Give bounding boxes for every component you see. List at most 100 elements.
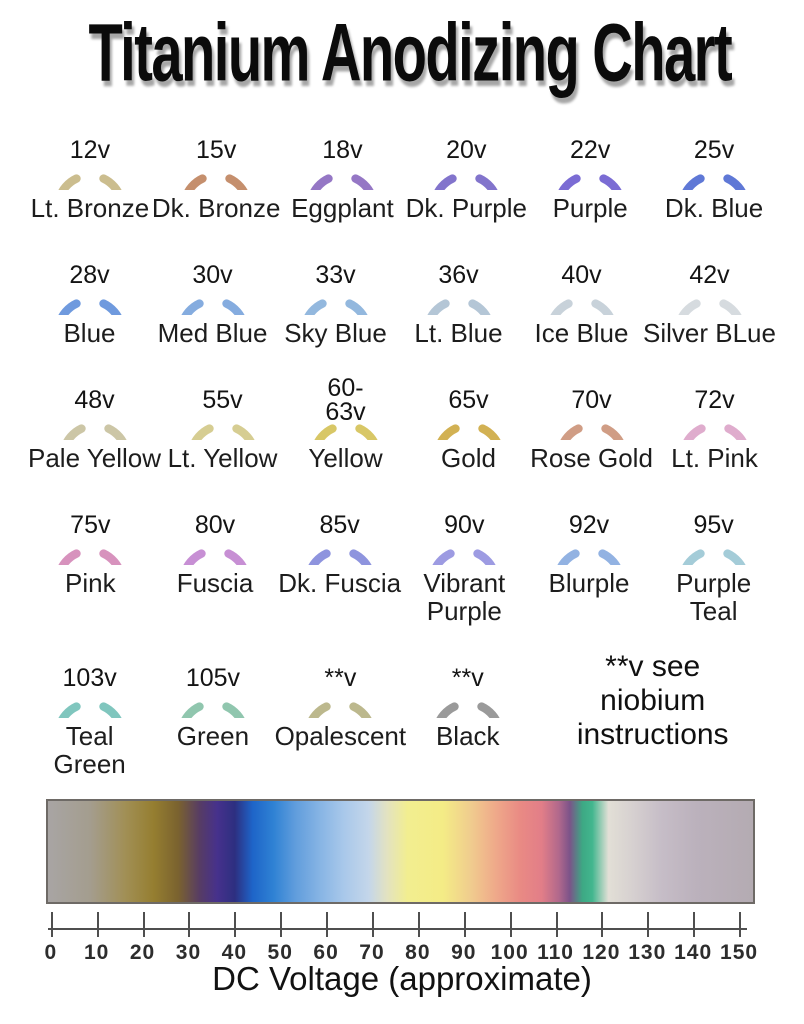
ring: 55v bbox=[181, 356, 265, 440]
ring-voltage-label: 15v bbox=[196, 136, 237, 164]
axis-tick-label: 60 bbox=[313, 941, 339, 964]
ring-cell: 92v Blurple bbox=[527, 481, 652, 625]
ring-color-name: Purple Teal bbox=[676, 568, 752, 626]
ring-row: 75v Pink 80v Fuscia 85v Dk. Fuscia 90v Vibrant … bbox=[28, 481, 776, 625]
ring-cell: 105v Green bbox=[151, 634, 274, 778]
ring-voltage-label: 22v bbox=[570, 136, 611, 164]
ring-voltage-label: 40v bbox=[561, 261, 602, 289]
ring-cell: 95v Purple Teal bbox=[651, 481, 776, 626]
axis-line bbox=[48, 928, 747, 930]
ring-voltage-label: 90v bbox=[444, 511, 485, 539]
ring-cell: 25v Dk. Blue bbox=[652, 106, 776, 223]
axis-tick bbox=[647, 912, 650, 937]
axis-tick-label: 120 bbox=[582, 941, 621, 964]
ring-voltage-label: 33v bbox=[315, 261, 356, 289]
ring-cell: 28v Blue bbox=[28, 231, 151, 347]
ring-cell: 103v Teal Green bbox=[28, 634, 151, 779]
ring-row: 28v Blue 30v Med Blue 33v Sky Blue 36v Lt. Blue… bbox=[28, 231, 776, 347]
axis-tick bbox=[739, 912, 742, 937]
ring-voltage-label: 30v bbox=[192, 261, 233, 289]
ring: 15v bbox=[174, 106, 258, 190]
ring: 70v bbox=[550, 356, 634, 440]
axis-tick bbox=[693, 912, 696, 937]
axis-tick-label: 80 bbox=[405, 941, 431, 964]
axis-tick bbox=[50, 912, 53, 937]
ring-voltage-label: 42v bbox=[689, 261, 730, 289]
ring: 92v bbox=[547, 481, 631, 565]
ring-color-name: Ice Blue bbox=[534, 318, 629, 348]
ring-voltage-label: 20v bbox=[446, 136, 487, 164]
ring-cell: 18v Eggplant bbox=[280, 106, 404, 223]
ring: 22v bbox=[548, 106, 632, 190]
axis-tick-label: 0 bbox=[44, 941, 58, 964]
ring-cell: 75v Pink bbox=[28, 481, 153, 625]
ring-color-name: Vibrant Purple bbox=[423, 568, 506, 626]
axis-tick bbox=[234, 912, 237, 937]
ring-cell: 72v Lt. Pink bbox=[653, 356, 776, 473]
ring-cell: 55v Lt. Yellow bbox=[161, 356, 284, 473]
ring-voltage-label: 48v bbox=[74, 386, 115, 414]
ring-voltage-label: 28v bbox=[69, 261, 110, 289]
ring-color-name: Green bbox=[176, 721, 250, 751]
ring-cell: 30v Med Blue bbox=[151, 231, 274, 348]
ring: 33v bbox=[294, 231, 378, 315]
ring-color-name: Sky Blue bbox=[284, 318, 387, 348]
ring-color-name: Eggplant bbox=[291, 193, 394, 223]
axis-tick bbox=[371, 912, 374, 937]
ring: 85v bbox=[298, 481, 382, 565]
ring-voltage-label: 103v bbox=[62, 664, 117, 692]
ring-voltage-label: 25v bbox=[693, 136, 735, 164]
axis-tick-label: 90 bbox=[451, 941, 477, 964]
ring: **v bbox=[426, 634, 510, 718]
ring-color-name: Lt. Pink bbox=[671, 443, 758, 473]
ring: 65v bbox=[427, 356, 511, 440]
ring-color-name: Opalescent bbox=[274, 721, 407, 751]
axis-tick bbox=[188, 912, 191, 937]
ring-color-name: Black bbox=[435, 721, 500, 751]
ring: 72v bbox=[673, 356, 757, 440]
ring-cell: 70v Rose Gold bbox=[530, 356, 653, 473]
axis-tick-label: 10 bbox=[84, 941, 110, 964]
ring-color-name: Yellow bbox=[308, 443, 383, 473]
ring: 42v bbox=[668, 231, 752, 315]
ring-voltage-label: 80v bbox=[194, 511, 236, 539]
voltage-gradient-bar bbox=[46, 799, 755, 904]
ring-color-name: Blue bbox=[63, 318, 116, 348]
ring: 48v bbox=[53, 356, 137, 440]
ring-voltage-label: 70v bbox=[571, 386, 612, 414]
axis-tick bbox=[326, 912, 329, 937]
ring-cell: 22v Purple bbox=[528, 106, 652, 223]
axis-tick bbox=[555, 912, 558, 937]
ring: 36v bbox=[417, 231, 501, 315]
ring-cell: **v Black bbox=[406, 634, 529, 778]
ring-color-name: Gold bbox=[441, 443, 496, 473]
ring-row: 48v Pale Yellow 55v Lt. Yellow 60- 63v Yellow… bbox=[28, 356, 776, 473]
ring-voltage-label: 18v bbox=[322, 136, 363, 164]
axis-tick bbox=[601, 912, 604, 937]
axis-tick-label: 40 bbox=[221, 941, 248, 964]
ring-color-name: Fuscia bbox=[176, 568, 254, 598]
ring: 103v bbox=[48, 634, 132, 718]
ring-voltage-label: 36v bbox=[438, 261, 479, 289]
axis-tick bbox=[96, 912, 99, 937]
ring: 105v bbox=[171, 634, 255, 718]
axis-tick bbox=[509, 912, 512, 937]
ring-voltage-label: **v bbox=[324, 664, 357, 692]
ring-cell: 20v Dk. Purple bbox=[404, 106, 528, 223]
ring-voltage-label: 72v bbox=[694, 386, 735, 414]
axis-tick-label: 30 bbox=[175, 941, 202, 964]
ring-color-name: Lt. Blue bbox=[414, 318, 503, 348]
ring: **v bbox=[298, 634, 382, 718]
ring: 90v bbox=[422, 481, 506, 565]
ring-cell: 33v Sky Blue bbox=[274, 231, 397, 348]
ring-color-name: Rose Gold bbox=[530, 443, 653, 473]
ring-cell: 40v Ice Blue bbox=[520, 231, 643, 348]
axis-tick-label: 70 bbox=[359, 941, 385, 964]
ring-cell: 15v Dk. Bronze bbox=[152, 106, 281, 223]
ring: 18v bbox=[300, 106, 384, 190]
ring: 25v bbox=[672, 106, 756, 190]
ring-color-name: Dk. Fuscia bbox=[278, 568, 402, 598]
ring-color-name: Lt. Bronze bbox=[30, 193, 150, 223]
ring-row: 12v Lt. Bronze 15v Dk. Bronze 18v Eggplant 20v… bbox=[28, 106, 776, 223]
ring-cell: 12v Lt. Bronze bbox=[28, 106, 152, 223]
